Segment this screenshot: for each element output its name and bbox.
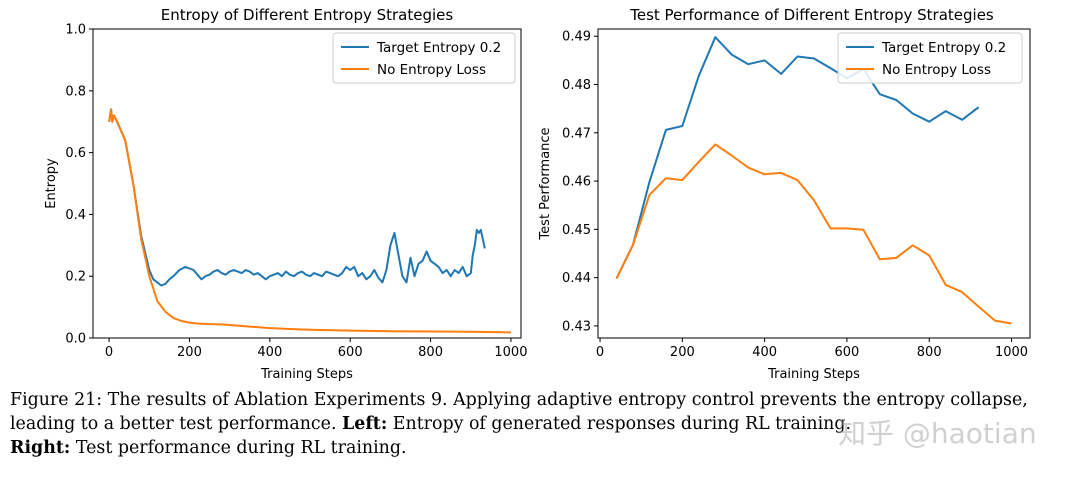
chart2-y-tick-label: 0.44 xyxy=(562,271,591,286)
chart2-y-tick-label: 0.47 xyxy=(562,126,591,141)
chart1-x-tick-label: 0 xyxy=(105,345,113,360)
caption-main: Figure 21: The results of Ablation Exper… xyxy=(10,390,1028,434)
chart2-x-axis-label: Training Steps xyxy=(767,367,860,382)
chart1-series-1-line xyxy=(108,108,486,287)
chart1-legend-label-1: Target Entropy 0.2 xyxy=(376,40,501,56)
chart1-series-2-line xyxy=(108,108,512,334)
chart1-legend-box xyxy=(332,32,516,84)
chart2-x-tick-label: 400 xyxy=(752,345,777,360)
caption-left-text: Entropy of generated responses during RL… xyxy=(392,414,852,434)
chart1-x-tick-label: 800 xyxy=(418,345,443,360)
chart1-plot-frame xyxy=(92,28,522,339)
chart1-x-tick-label: 1000 xyxy=(494,345,527,360)
chart1-y-axis-label: Entropy xyxy=(44,158,59,209)
caption-right-text: Test performance during RL training. xyxy=(75,438,407,458)
chart1-x-axis-label: Training Steps xyxy=(260,367,353,382)
chart2-y-tick-label: 0.46 xyxy=(562,175,591,190)
chart2-y-tick-label: 0.48 xyxy=(562,78,591,93)
chart2-x-tick-label: 800 xyxy=(917,345,942,360)
figure-caption: Figure 21: The results of Ablation Exper… xyxy=(10,388,1072,460)
chart2-x-tick-label: 600 xyxy=(835,345,860,360)
chart2-legend-label-1: Target Entropy 0.2 xyxy=(881,40,1006,56)
chart2-y-tick-label: 0.49 xyxy=(562,30,591,45)
chart1-x-tick-label: 400 xyxy=(257,345,282,360)
chart2-y-tick-label: 0.43 xyxy=(562,319,591,334)
chart2-y-tick-label: 0.45 xyxy=(562,223,591,238)
chart2-x-tick-label: 1000 xyxy=(995,345,1028,360)
chart1-legend-label-2: No Entropy Loss xyxy=(377,62,486,78)
watermark-text: 知乎 @haotian xyxy=(838,417,1037,450)
chart1-y-tick-label: 0.6 xyxy=(65,146,86,161)
chart1-x-tick-label: 200 xyxy=(177,345,202,360)
chart1-y-tick-label: 0.4 xyxy=(65,208,86,223)
chart2-series-2-line xyxy=(615,143,1012,325)
caption-left-label: Left: xyxy=(342,414,388,434)
chart2-title: Test Performance of Different Entropy St… xyxy=(629,6,994,24)
chart2-legend-box xyxy=(837,32,1023,84)
chart2-x-tick-label: 200 xyxy=(670,345,695,360)
chart1-y-tick-label: 0.2 xyxy=(65,270,86,285)
chart1-y-tick-label: 1.0 xyxy=(65,23,86,38)
chart1-y-tick-label: 0.0 xyxy=(65,332,86,347)
chart2-y-axis-label: Test Performance xyxy=(538,127,553,240)
caption-right-label: Right: xyxy=(10,438,71,458)
chart1-y-tick-label: 0.8 xyxy=(65,84,86,99)
chart1-x-tick-label: 600 xyxy=(338,345,363,360)
chart2-legend-label-2: No Entropy Loss xyxy=(882,62,991,78)
chart2-x-tick-label: 0 xyxy=(596,345,604,360)
figure-charts: 0 200 400 600 800 1000 0.0 0.2 0.4 0.6 0.8 1.0 Entro… xyxy=(44,6,1031,382)
chart2-plot-frame xyxy=(597,28,1031,339)
chart2-series-1-line xyxy=(615,36,980,280)
chart1-title: Entropy of Different Entropy Strategies xyxy=(161,6,454,24)
